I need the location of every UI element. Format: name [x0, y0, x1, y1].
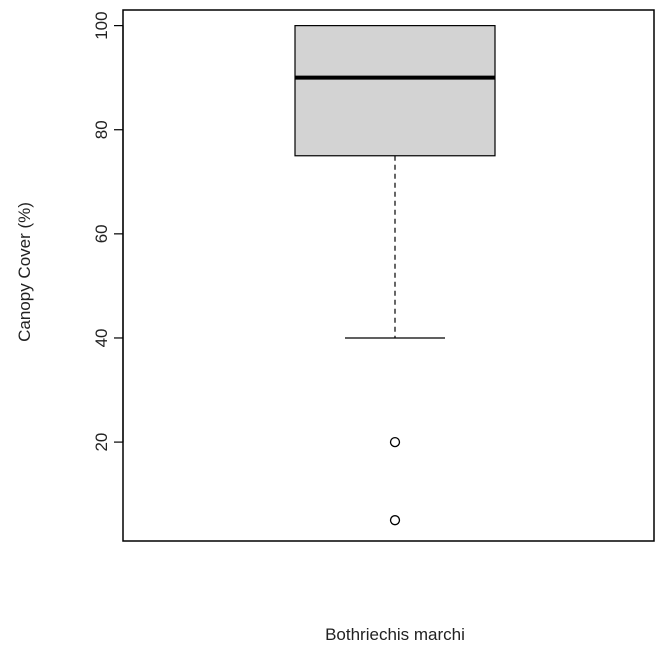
y-tick-label-60: 60	[92, 224, 111, 243]
y-tick-label-20: 20	[92, 433, 111, 452]
iqr-box	[294, 25, 496, 157]
y-axis-title: Canopy Cover (%)	[15, 202, 34, 342]
y-tick-label-80: 80	[92, 120, 111, 139]
outlier-point-1	[389, 436, 401, 448]
y-tick-label-40: 40	[92, 329, 111, 348]
box-group	[294, 25, 496, 526]
x-axis-title: Bothriechis marchi	[325, 625, 465, 644]
y-tick-label-100: 100	[92, 11, 111, 39]
y-axis: 20 40 60 80 100	[92, 11, 124, 452]
outlier-point-2	[389, 515, 401, 526]
